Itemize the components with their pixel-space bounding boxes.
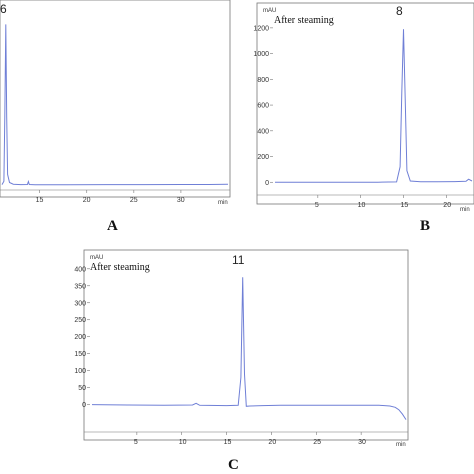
x-tick-label-b: 10	[358, 202, 366, 209]
x-tick-label-c: 5	[134, 439, 138, 446]
peak-label-a: 6	[0, 2, 7, 16]
y-tick-label-b: 1000	[253, 51, 269, 58]
plot-frame-c	[83, 249, 409, 441]
x-axis-ticks-b: 5 10 15 20	[315, 195, 451, 209]
y-tick-label-b: 0	[265, 180, 269, 187]
x-tick-label-a: 25	[130, 197, 138, 204]
y-tick-label-c: 200	[74, 334, 86, 341]
y-unit-label-b: mAU	[263, 8, 276, 14]
y-tick-label-b: 800	[257, 77, 269, 84]
x-tick-label-c: 30	[358, 439, 366, 446]
x-tick-label-c: 20	[268, 439, 276, 446]
chromatogram-trace-c	[91, 277, 407, 420]
panel-label-a: A	[107, 218, 118, 234]
y-tick-label-c: 350	[74, 283, 86, 290]
plot-frame-b	[256, 2, 474, 205]
y-tick-label-b: 200	[257, 154, 269, 161]
y-tick-label-b: 400	[257, 128, 269, 135]
panel-label-b: B	[420, 218, 430, 234]
y-axis-ticks-c: 0 50 100 150 200 250 300 350 400	[74, 266, 90, 409]
x-unit-label-b: min	[460, 207, 470, 213]
chromatogram-panel-c: 5 10 15 20 25 30 0 50 100 150 200 250 300 350 400 mAU…	[74, 249, 409, 473]
x-unit-label-c: min	[396, 442, 406, 448]
peak-label-c: 11	[232, 253, 245, 267]
y-tick-label-b: 1200	[253, 25, 269, 32]
chromatogram-trace-b	[275, 29, 473, 183]
y-axis-ticks-b: 0 200 400 600 800 1000 1200	[253, 25, 273, 187]
x-axis-ticks-a: 15 20 25 30	[36, 190, 185, 204]
annotation-b: After steaming	[274, 15, 334, 26]
y-tick-label-c: 50	[78, 385, 86, 392]
y-tick-label-c: 300	[74, 300, 86, 307]
chromatogram-panel-a: 15 20 25 30 min 6 A	[0, 0, 231, 234]
annotation-c: After steaming	[90, 262, 150, 273]
y-tick-label-c: 100	[74, 368, 86, 375]
y-unit-label-c: mAU	[90, 255, 103, 261]
x-tick-label-a: 30	[177, 197, 185, 204]
x-tick-label-c: 25	[313, 439, 321, 446]
x-tick-label-c: 10	[179, 439, 187, 446]
x-tick-label-c: 15	[224, 439, 232, 446]
x-unit-label-a: min	[218, 200, 228, 206]
chromatogram-trace-a	[1, 24, 229, 186]
panel-label-c: C	[228, 457, 239, 473]
y-tick-label-b: 600	[257, 103, 269, 110]
x-tick-label-b: 20	[443, 202, 451, 209]
y-tick-label-c: 150	[74, 351, 86, 358]
y-tick-label-c: 400	[74, 266, 86, 273]
y-tick-label-c: 0	[82, 402, 86, 409]
x-tick-label-b: 5	[315, 202, 319, 209]
peak-label-b: 8	[396, 4, 403, 18]
x-tick-label-a: 15	[36, 197, 44, 204]
x-axis-ticks-c: 5 10 15 20 25 30	[134, 432, 366, 446]
chromatogram-panel-b: 5 10 15 20 0 200 400 600 800 1000 1200 mAU min Af…	[253, 2, 474, 234]
y-tick-label-c: 250	[74, 317, 86, 324]
x-tick-label-a: 20	[83, 197, 91, 204]
plot-frame-a	[0, 0, 231, 198]
x-tick-label-b: 15	[400, 202, 408, 209]
